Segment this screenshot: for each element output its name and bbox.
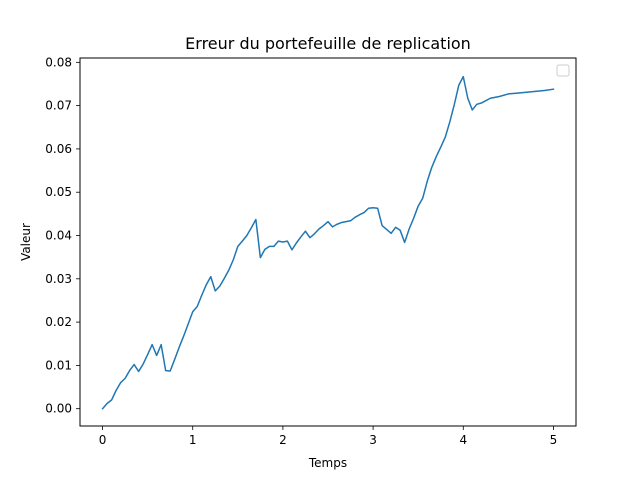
y-tick-label: 0.03 bbox=[45, 272, 72, 286]
series-line-0 bbox=[101, 75, 555, 410]
x-tick-label: 2 bbox=[279, 433, 287, 447]
y-tick-label: 0.08 bbox=[45, 55, 72, 69]
y-tick-label: 0.06 bbox=[45, 142, 72, 156]
x-axis-ticks: 0 1 2 3 4 5 bbox=[99, 426, 558, 447]
x-axis-label: Temps bbox=[308, 456, 347, 470]
x-tick-label: 4 bbox=[459, 433, 467, 447]
plot-content bbox=[101, 75, 555, 410]
legend-box bbox=[556, 64, 570, 77]
y-axis-label: Valeur bbox=[19, 223, 33, 261]
y-tick-label: 0.07 bbox=[45, 99, 72, 113]
x-tick-label: 3 bbox=[369, 433, 377, 447]
x-tick-label: 5 bbox=[550, 433, 558, 447]
y-tick-label: 0.00 bbox=[45, 402, 72, 416]
y-axis-ticks: 0.00 0.01 0.02 0.03 0.04 0.05 0.06 0.07 0.08 bbox=[45, 55, 80, 416]
y-tick-label: 0.05 bbox=[45, 185, 72, 199]
plot-frame bbox=[79, 57, 577, 427]
x-tick-label: 1 bbox=[189, 433, 197, 447]
y-tick-label: 0.04 bbox=[45, 229, 72, 243]
x-tick-label: 0 bbox=[99, 433, 107, 447]
y-tick-label: 0.02 bbox=[45, 315, 72, 329]
chart-title: Erreur du portefeuille de replication bbox=[185, 34, 471, 53]
y-tick-label: 0.01 bbox=[45, 358, 72, 372]
